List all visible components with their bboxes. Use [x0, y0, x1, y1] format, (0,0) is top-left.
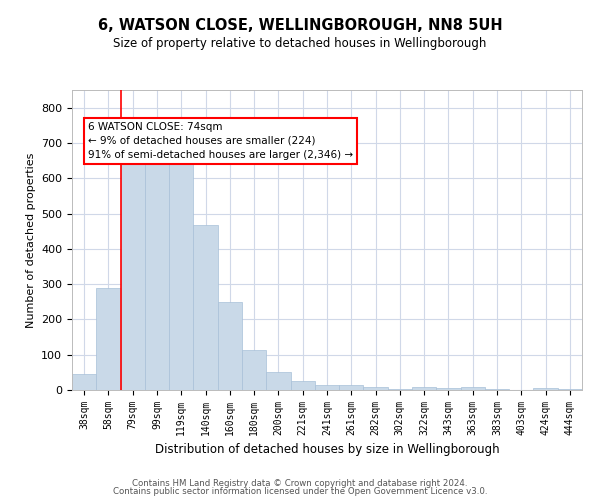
Bar	[315, 384, 339, 390]
Bar	[558, 389, 582, 390]
Text: Contains HM Land Registry data © Crown copyright and database right 2024.: Contains HM Land Registry data © Crown c…	[132, 478, 468, 488]
Bar	[290, 381, 315, 390]
Bar	[121, 162, 145, 390]
Text: Contains public sector information licensed under the Open Government Licence v3: Contains public sector information licen…	[113, 487, 487, 496]
Bar	[533, 388, 558, 390]
Bar	[412, 387, 436, 390]
Bar	[461, 387, 485, 390]
Bar	[436, 388, 461, 390]
Bar	[485, 389, 509, 390]
Bar	[364, 387, 388, 390]
Text: 6, WATSON CLOSE, WELLINGBOROUGH, NN8 5UH: 6, WATSON CLOSE, WELLINGBOROUGH, NN8 5UH	[98, 18, 502, 32]
Bar	[242, 350, 266, 390]
X-axis label: Distribution of detached houses by size in Wellingborough: Distribution of detached houses by size …	[155, 444, 499, 456]
Bar	[266, 372, 290, 390]
Bar	[193, 225, 218, 390]
Bar	[388, 388, 412, 390]
Bar	[96, 288, 121, 390]
Bar	[218, 302, 242, 390]
Bar	[169, 159, 193, 390]
Bar	[339, 386, 364, 390]
Text: Size of property relative to detached houses in Wellingborough: Size of property relative to detached ho…	[113, 38, 487, 51]
Bar	[72, 374, 96, 390]
Text: 6 WATSON CLOSE: 74sqm
← 9% of detached houses are smaller (224)
91% of semi-deta: 6 WATSON CLOSE: 74sqm ← 9% of detached h…	[88, 122, 353, 160]
Bar	[145, 159, 169, 390]
Y-axis label: Number of detached properties: Number of detached properties	[26, 152, 35, 328]
